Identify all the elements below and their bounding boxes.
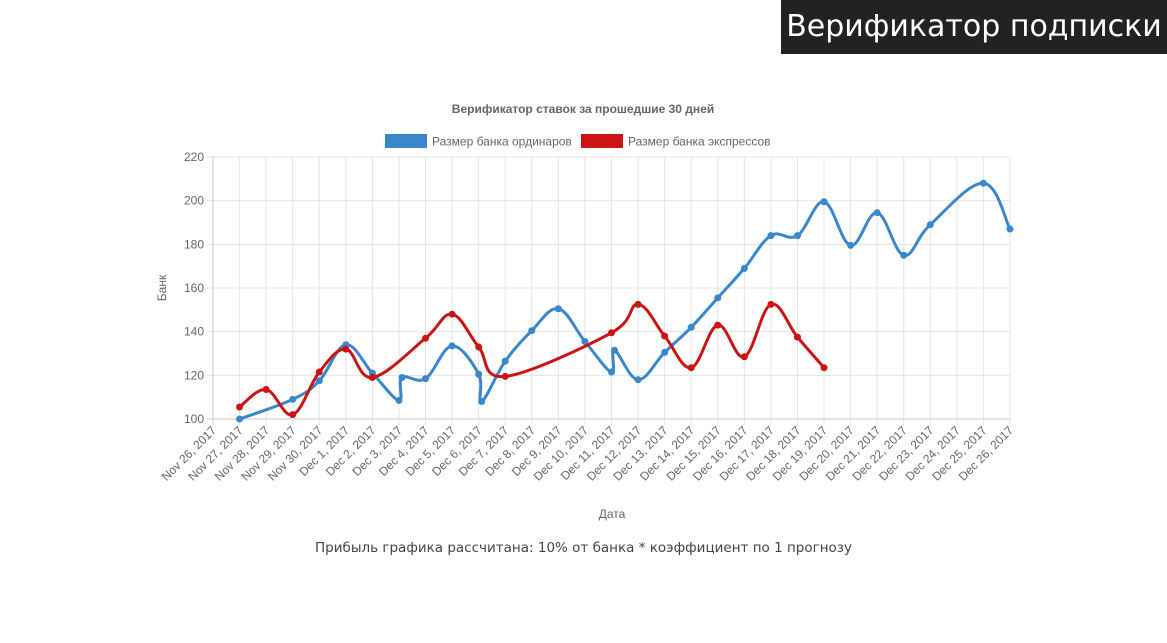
profit-footnote: Прибыль графика рассчитана: 10% от банка… [315, 540, 852, 556]
data-point[interactable] [422, 334, 430, 342]
data-point[interactable] [900, 251, 908, 259]
data-point[interactable] [342, 345, 350, 353]
legend-label: Размер банка экспрессов [628, 135, 771, 149]
x-axis-title: Дата [599, 507, 626, 521]
data-point[interactable] [395, 396, 403, 404]
y-axis-title: Банк [155, 274, 169, 301]
data-point[interactable] [475, 370, 483, 378]
data-point[interactable] [740, 353, 748, 361]
y-tick-label: 180 [184, 237, 204, 251]
data-point[interactable] [926, 221, 934, 229]
y-tick-label: 120 [184, 368, 204, 382]
grid [207, 156, 1011, 425]
data-point[interactable] [315, 377, 323, 385]
data-point[interactable] [714, 321, 722, 329]
data-point[interactable] [740, 264, 748, 272]
y-tick-label: 200 [184, 194, 204, 208]
data-point[interactable] [661, 332, 669, 340]
series-line [238, 181, 1012, 421]
data-point[interactable] [398, 374, 406, 382]
data-point[interactable] [289, 395, 297, 403]
data-point[interactable] [236, 403, 244, 411]
data-point[interactable] [448, 310, 456, 318]
data-point[interactable] [236, 415, 244, 423]
data-point[interactable] [714, 294, 722, 302]
data-point[interactable] [581, 337, 589, 345]
data-point[interactable] [793, 232, 801, 240]
data-point[interactable] [422, 375, 430, 383]
data-point[interactable] [687, 323, 695, 331]
data-point[interactable] [608, 368, 615, 376]
y-tick-label: 160 [184, 281, 204, 295]
data-point[interactable] [687, 364, 695, 372]
data-point[interactable] [528, 327, 536, 335]
data-point[interactable] [634, 300, 642, 308]
data-point[interactable] [661, 348, 669, 356]
data-point[interactable] [1006, 225, 1014, 233]
data-point[interactable] [501, 372, 509, 380]
data-point[interactable] [475, 343, 483, 351]
y-tick-label: 220 [184, 150, 204, 164]
data-point[interactable] [634, 376, 642, 384]
y-tick-label: 100 [184, 412, 204, 426]
data-point[interactable] [368, 374, 376, 382]
legend-swatch [385, 134, 427, 148]
data-point[interactable] [554, 305, 562, 313]
data-point[interactable] [501, 357, 509, 365]
legend: Размер банка ординаров Размер банка экспр… [385, 134, 771, 149]
data-point[interactable] [478, 398, 486, 406]
data-point[interactable] [608, 329, 615, 337]
data-point[interactable] [767, 232, 775, 240]
data-point[interactable] [262, 386, 270, 394]
data-point[interactable] [820, 364, 828, 372]
data-point[interactable] [448, 342, 456, 350]
data-point[interactable] [767, 300, 775, 308]
data-point[interactable] [979, 179, 987, 187]
series-layer [236, 179, 1014, 423]
y-tick-label: 140 [184, 325, 204, 339]
chart-title: Верификатор ставок за прошедшие 30 дней [452, 102, 714, 116]
data-point[interactable] [289, 411, 297, 419]
data-point[interactable] [793, 333, 801, 341]
legend-label: Размер банка ординаров [432, 135, 572, 149]
data-point[interactable] [611, 346, 618, 354]
page-header: Верификатор подписки [781, 0, 1167, 54]
data-point[interactable] [820, 198, 828, 206]
data-point[interactable] [873, 209, 881, 217]
data-point[interactable] [315, 368, 323, 376]
legend-swatch [581, 134, 623, 148]
data-point[interactable] [847, 241, 855, 249]
